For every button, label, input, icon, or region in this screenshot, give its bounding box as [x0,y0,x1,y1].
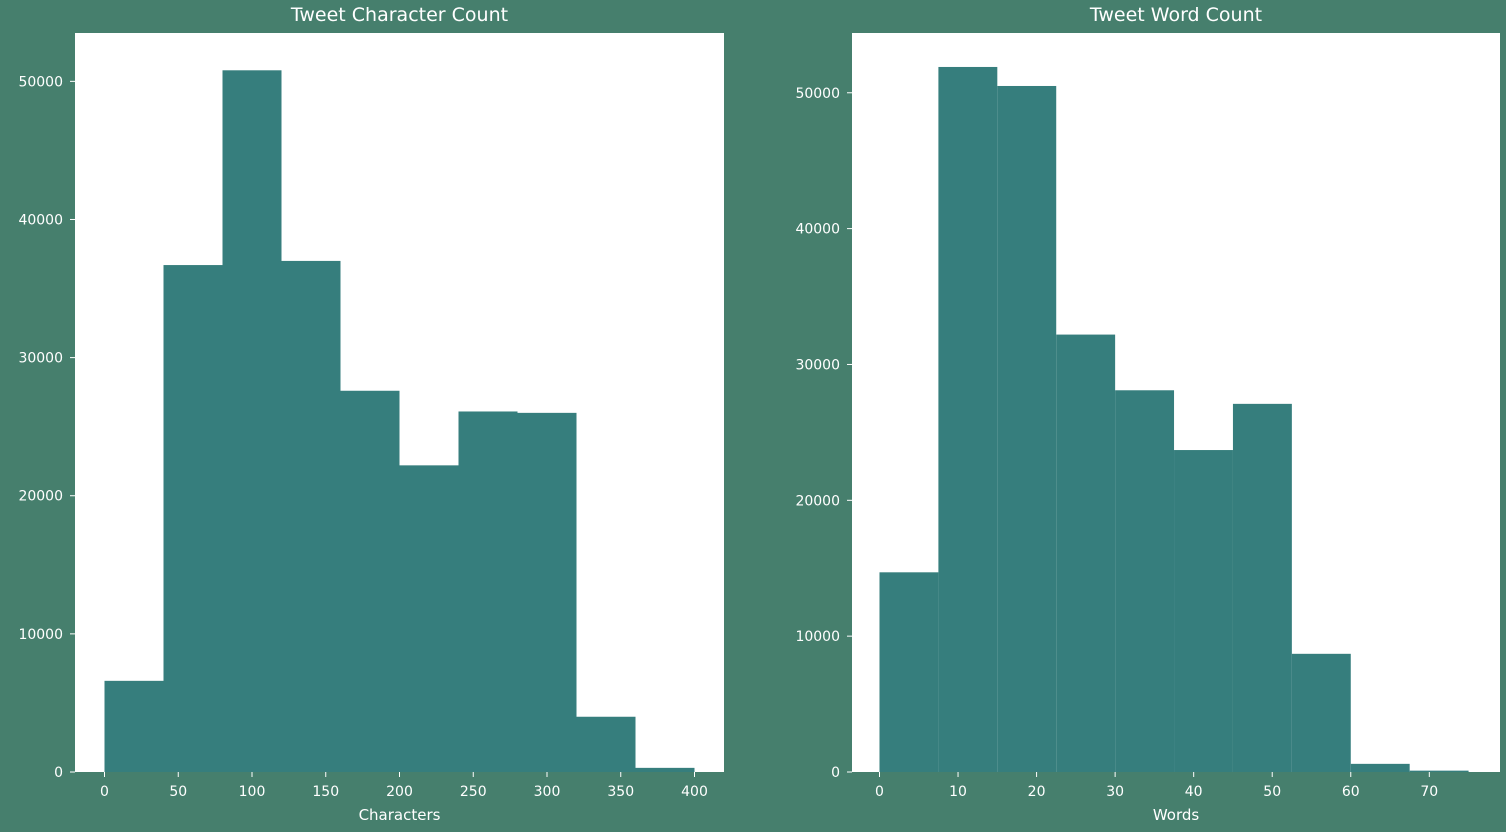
histogram-bar [1115,390,1175,772]
histogram-bar [1409,770,1469,772]
x-axis-label: Words [1153,806,1200,824]
y-tick-label: 50000 [795,86,840,102]
histogram-bar [635,767,695,772]
x-tick-label: 40 [1185,784,1203,800]
x-tick-label: 400 [681,784,708,800]
x-tick-label: 300 [534,784,561,800]
x-tick-label: 60 [1342,784,1360,800]
x-tick-label: 10 [949,784,967,800]
histogram-bar [1232,403,1292,772]
x-tick-label: 0 [100,784,109,800]
histogram-bar [997,85,1057,772]
word-count-panel: 0 10 20 30 40 50 60 70 0 10000 20000 30000 40000 5000… [795,4,1500,824]
y-tick-label: 30000 [18,351,63,367]
y-tick-label: 40000 [18,212,63,228]
histogram-bar [938,66,998,772]
x-tick-label: 200 [386,784,413,800]
histogram-bar [1291,653,1351,772]
histogram-bar [1174,450,1233,772]
x-tick-label: 350 [607,784,634,800]
y-tick-label: 20000 [18,489,63,505]
histogram-bar [399,465,459,772]
character-count-panel: 0 50 100 150 200 250 300 350 400 0 10000 20000 30000… [18,4,724,824]
y-tick-label: 0 [54,765,63,781]
histogram-bar [104,680,164,772]
histogram-bar [163,265,223,772]
y-tick-label: 0 [831,765,840,781]
histogram-bar [222,70,282,772]
y-tick-label: 10000 [18,627,63,643]
y-tick-label: 40000 [795,222,840,238]
histogram-bar [879,572,939,772]
x-tick-label: 50 [169,784,187,800]
x-tick-label: 150 [312,784,339,800]
histogram-bar [1056,334,1116,772]
histogram-bar [1350,763,1410,772]
chart-title: Tweet Character Count [290,4,508,26]
x-tick-label: 250 [460,784,487,800]
chart-title: Tweet Word Count [1089,4,1262,26]
y-tick-label: 50000 [18,74,63,90]
y-tick-label: 20000 [795,493,840,509]
x-tick-label: 30 [1106,784,1124,800]
x-tick-label: 50 [1263,784,1281,800]
histogram-bar [458,411,518,772]
histogram-bar [281,260,341,772]
x-tick-label: 0 [875,784,884,800]
x-tick-label: 70 [1420,784,1438,800]
histogram-bar [340,390,400,772]
histogram-bar [576,716,636,772]
y-tick-label: 30000 [795,357,840,373]
y-tick-label: 10000 [795,629,840,645]
x-tick-label: 100 [239,784,266,800]
x-tick-label: 20 [1028,784,1046,800]
histogram-bar [517,412,577,772]
x-axis-label: Characters [359,806,441,824]
